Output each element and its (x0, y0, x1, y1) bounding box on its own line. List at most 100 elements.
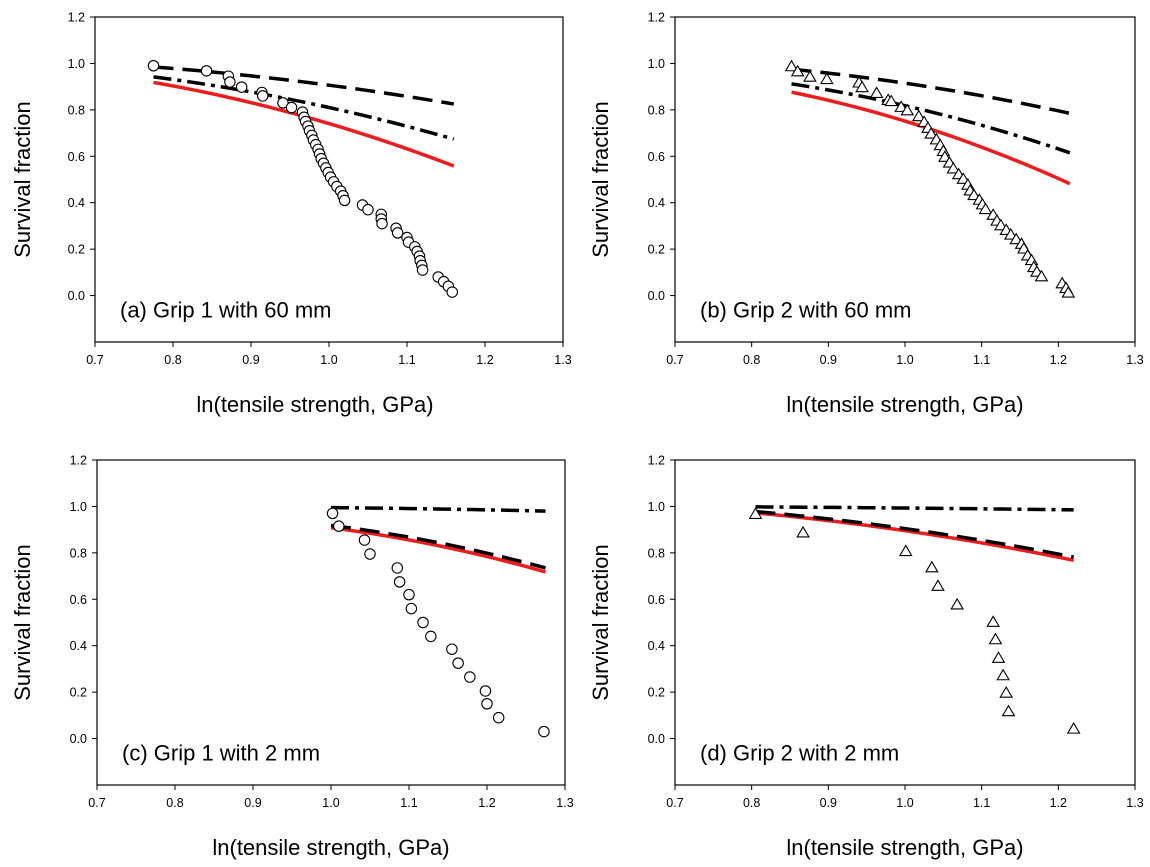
data-point-circle (416, 264, 429, 276)
y-tick-label: 0.0 (648, 289, 665, 303)
data-point-triangle (988, 632, 1003, 645)
y-tick-label: 1.0 (68, 57, 85, 71)
x-tick-label: 0.9 (820, 796, 837, 810)
model-curve-black-dashdot (153, 75, 455, 141)
y-axis-title: Survival fraction (10, 101, 35, 258)
chart-panel-4: 0.7 0.8 0.9 1.0 1.1 1.2 1.3 0.0 0.2 0.4 0.6 0.8 1.0 1… (588, 454, 1144, 861)
y-tick-label: 0.6 (70, 593, 87, 607)
x-tick-label: 1.1 (973, 353, 990, 367)
data-point-circle (362, 203, 374, 216)
y-tick-label: 1.2 (648, 454, 665, 468)
data-point-triangle (911, 109, 926, 122)
y-tick-label: 0.8 (648, 546, 665, 560)
x-tick-label: 1.3 (1126, 796, 1143, 810)
data-point-triangle (869, 86, 884, 98)
x-tick-label: 1.1 (398, 353, 415, 367)
x-tick-label: 0.7 (666, 353, 683, 367)
y-tick-label: 1.2 (68, 11, 85, 25)
x-tick-label: 1.2 (1050, 796, 1067, 810)
y-axis-title: Survival fraction (588, 101, 613, 258)
data-point-triangle (924, 560, 939, 573)
x-tick-label: 1.0 (320, 353, 337, 367)
data-point-triangle (924, 126, 938, 139)
data-point-circle (358, 534, 371, 546)
data-point-circle (393, 576, 406, 588)
x-axis-title: ln(tensile strength, GPa) (786, 392, 1023, 417)
data-point-circle (452, 657, 464, 669)
x-tick-label: 0.7 (86, 353, 103, 367)
x-tick-label: 0.9 (820, 353, 837, 367)
model-curve-black-dashdot (755, 505, 1074, 512)
y-tick-label: 0.8 (70, 546, 87, 560)
data-point-triangle (803, 70, 817, 82)
data-point-triangle (894, 100, 909, 112)
model-curve-red-solid (330, 526, 546, 574)
data-point-circle (464, 671, 476, 683)
data-point-triangle (1001, 704, 1016, 717)
y-tick-label: 0.4 (68, 196, 85, 210)
y-tick-label: 0.2 (68, 243, 85, 257)
data-point-circle (403, 588, 415, 601)
x-tick-label: 1.0 (322, 796, 339, 810)
x-tick-label: 1.2 (476, 353, 493, 367)
data-point-triangle (956, 172, 971, 184)
y-axis-title: Survival fraction (588, 544, 613, 701)
data-point-circle (417, 616, 429, 629)
x-tick-label: 0.8 (743, 353, 760, 367)
data-point-circle (538, 725, 550, 738)
data-point-triangle (938, 150, 952, 162)
data-point-circle (479, 685, 492, 697)
y-tick-label: 0.6 (68, 150, 85, 164)
data-point-circle (446, 286, 458, 298)
y-tick-label: 0.4 (70, 639, 87, 653)
data-point-triangle (796, 525, 810, 538)
x-tick-label: 0.8 (743, 796, 760, 810)
data-point-triangle (855, 80, 869, 93)
x-axis-title: ln(tensile strength, GPa) (196, 392, 433, 417)
data-point-circle (391, 562, 404, 574)
panel-annotation: (d) Grip 2 with 2 mm (700, 741, 899, 766)
data-point-circle (256, 90, 269, 102)
y-tick-label: 0.2 (648, 243, 665, 257)
model-curve-black-dashed (755, 509, 1075, 559)
x-tick-label: 0.8 (164, 353, 181, 367)
data-point-triangle (978, 202, 993, 215)
data-point-circle (147, 59, 160, 72)
data-point-triangle (1034, 269, 1049, 282)
y-tick-label: 1.2 (70, 454, 87, 468)
y-tick-label: 0.0 (70, 732, 87, 746)
y-tick-label: 0.8 (68, 103, 85, 117)
x-axis-title: ln(tensile strength, GPa) (212, 835, 449, 860)
model-curve-red-solid (755, 511, 1075, 563)
x-tick-label: 0.7 (666, 796, 683, 810)
model-curve-black-dashdot (791, 82, 1071, 155)
x-tick-label: 1.1 (400, 796, 417, 810)
data-point-triangle (748, 507, 763, 519)
y-tick-label: 0.6 (648, 593, 665, 607)
x-tick-label: 1.0 (896, 796, 913, 810)
y-tick-label: 0.0 (68, 289, 85, 303)
x-tick-label: 0.8 (166, 796, 183, 810)
data-point-triangle (993, 218, 1008, 231)
model-curve-black-dashed (330, 523, 546, 570)
data-point-triangle (946, 161, 961, 174)
y-tick-label: 1.0 (648, 57, 665, 71)
y-tick-label: 0.4 (648, 196, 665, 210)
data-point-circle (425, 630, 437, 643)
data-point-circle (364, 548, 376, 560)
data-point-triangle (999, 686, 1014, 698)
data-point-triangle (1061, 285, 1076, 298)
y-tick-label: 1.0 (648, 500, 665, 514)
x-tick-label: 1.3 (554, 353, 571, 367)
y-tick-label: 1.2 (648, 11, 665, 25)
data-point-triangle (884, 94, 899, 107)
y-tick-label: 0.2 (70, 686, 87, 700)
data-point-triangle (996, 668, 1010, 681)
x-tick-label: 1.3 (1126, 353, 1143, 367)
data-point-triangle (950, 597, 964, 610)
data-point-circle (326, 507, 339, 520)
data-point-triangle (790, 64, 805, 77)
y-tick-label: 0.2 (648, 686, 665, 700)
x-tick-label: 1.1 (973, 796, 990, 810)
